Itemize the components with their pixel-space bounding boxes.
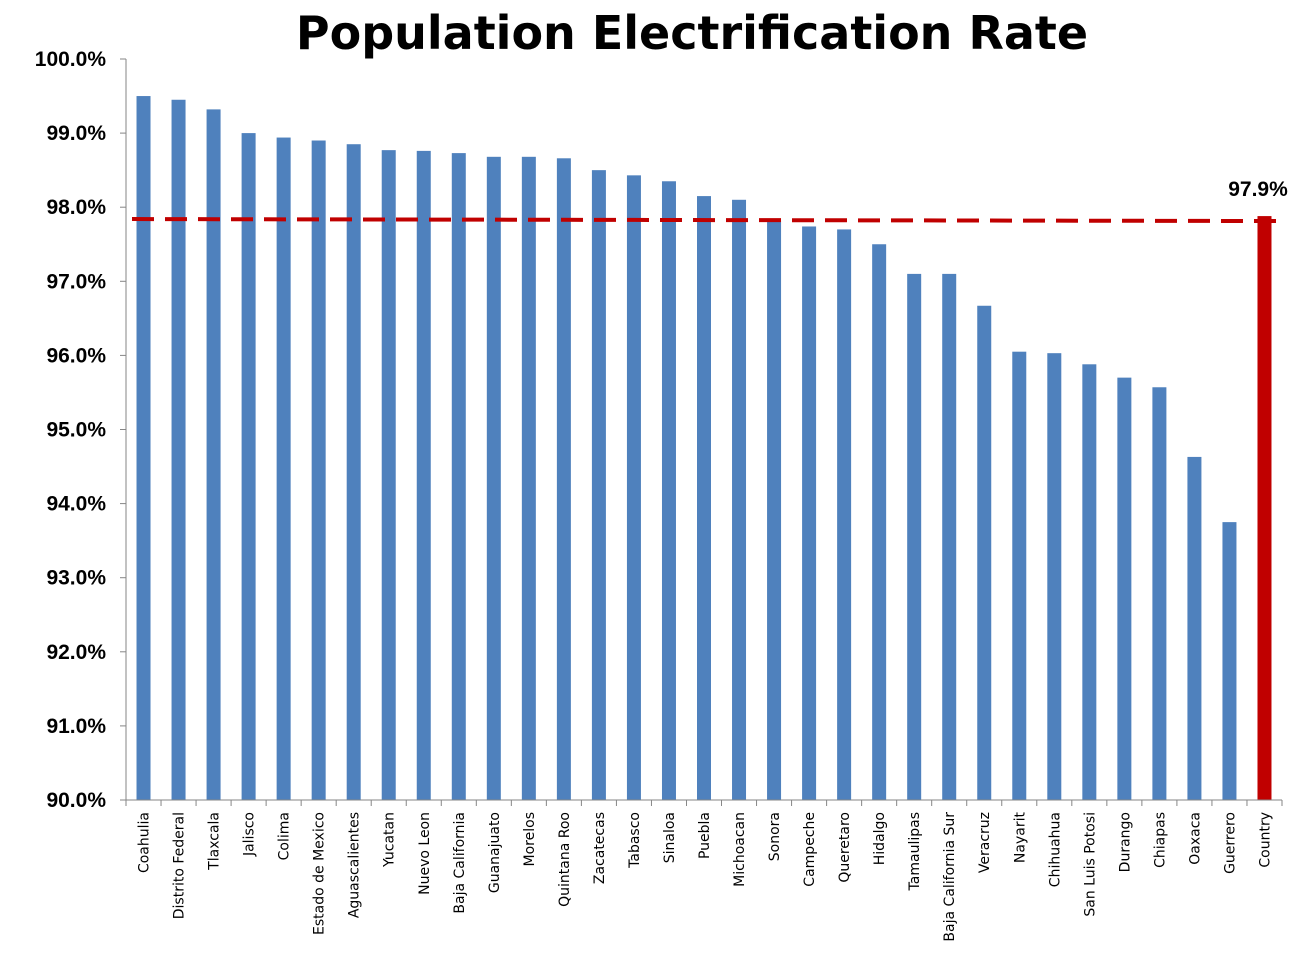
bar xyxy=(1222,522,1237,800)
bar xyxy=(1117,377,1132,800)
bar xyxy=(381,150,396,800)
x-tick-label: Zacatecas xyxy=(592,812,608,884)
y-tick-label: 96.0% xyxy=(46,344,106,367)
bar xyxy=(241,133,256,801)
y-axis: 90.0% 91.0% 92.0% 93.0% 94.0% 95.0% 96.0% 97.0%… xyxy=(35,48,127,812)
x-tick-label: Colima xyxy=(277,812,293,860)
bar xyxy=(802,226,817,800)
x-tick-label: Baja California xyxy=(452,812,468,914)
y-tick-label: 97.0% xyxy=(46,270,106,293)
bar xyxy=(206,109,221,800)
bar xyxy=(346,144,361,801)
x-tick-label: Morelos xyxy=(522,812,538,866)
x-tick-label: Chiapas xyxy=(1152,812,1168,868)
bar xyxy=(942,273,957,800)
bar xyxy=(1187,456,1202,800)
bar xyxy=(1047,353,1062,800)
bar xyxy=(907,273,922,800)
x-tick-label: Quintana Roo xyxy=(557,812,573,907)
bar xyxy=(626,175,641,800)
x-tick-label: Tamaulipas xyxy=(907,812,923,891)
y-tick-label: 95.0% xyxy=(46,419,106,442)
bar-country xyxy=(1257,216,1272,801)
x-tick-label: Veracruz xyxy=(977,812,993,873)
bar xyxy=(1152,387,1167,800)
bar xyxy=(591,170,606,800)
x-tick-label: Guerrero xyxy=(1222,812,1238,874)
x-tick-label: Country xyxy=(1257,812,1273,868)
x-tick-label: Guanajuato xyxy=(487,812,503,893)
country-value-label: 97.9% xyxy=(1228,178,1288,201)
chart-title: Population Electrification Rate xyxy=(296,6,1088,60)
x-tick-label: Campeche xyxy=(802,812,818,887)
bar xyxy=(732,199,747,801)
bar xyxy=(837,229,852,800)
country-average-line xyxy=(131,217,1287,224)
bar xyxy=(767,220,782,801)
x-tick-label: Chihuahua xyxy=(1047,812,1063,887)
y-tick-label: 94.0% xyxy=(46,493,106,516)
x-tick-label: Tlaxcala xyxy=(207,812,223,871)
x-tick-label: Queretaro xyxy=(837,812,853,883)
x-tick-label: Aguascalientes xyxy=(347,812,363,918)
x-tick-label: Oaxaca xyxy=(1187,812,1203,865)
y-tick-label: 100.0% xyxy=(35,48,107,71)
x-axis: Coahulia Distrito Federal Tlaxcala Jalisco C… xyxy=(125,799,1283,942)
y-tick-label: 93.0% xyxy=(46,567,106,590)
x-tick-label: Distrito Federal xyxy=(172,812,188,919)
bar xyxy=(697,196,711,800)
y-tick-label: 91.0% xyxy=(46,715,106,738)
x-tick-label: Hidalgo xyxy=(872,812,888,865)
bar xyxy=(451,153,466,800)
x-tick-label: Tabasco xyxy=(627,812,643,869)
bar xyxy=(661,181,676,800)
bar xyxy=(416,150,431,800)
x-tick-label: Baja California Sur xyxy=(942,812,958,942)
bar xyxy=(276,137,291,800)
bar xyxy=(1082,364,1097,800)
x-tick-label: Sinaloa xyxy=(662,812,678,863)
bar xyxy=(171,99,186,800)
y-tick-label: 90.0% xyxy=(46,789,106,812)
bar xyxy=(556,158,571,800)
x-tick-label: Nuevo Leon xyxy=(417,812,433,895)
x-tick-label: Estado de Mexico xyxy=(312,812,328,935)
bar xyxy=(136,96,151,801)
y-tick-label: 92.0% xyxy=(46,641,106,664)
y-tick-label: 99.0% xyxy=(46,122,106,145)
y-tick-label: 98.0% xyxy=(46,196,106,219)
x-tick-label: Yucatan xyxy=(382,812,398,868)
x-tick-label: Coahulia xyxy=(137,812,153,873)
x-tick-label: Sonora xyxy=(767,812,783,861)
x-tick-label: Puebla xyxy=(697,812,713,859)
bar xyxy=(1012,351,1027,800)
bar xyxy=(486,156,501,800)
x-tick-label: Durango xyxy=(1117,812,1133,872)
bar xyxy=(872,244,887,800)
bar xyxy=(521,156,536,800)
x-tick-label: Nayarit xyxy=(1012,812,1028,864)
bars xyxy=(136,96,1272,801)
x-tick-label: Michoacan xyxy=(732,812,748,887)
bar xyxy=(977,305,992,800)
x-tick-label: Jalisco xyxy=(242,812,258,857)
x-tick-label: San Luis Potosi xyxy=(1082,812,1098,917)
bar xyxy=(311,140,326,800)
